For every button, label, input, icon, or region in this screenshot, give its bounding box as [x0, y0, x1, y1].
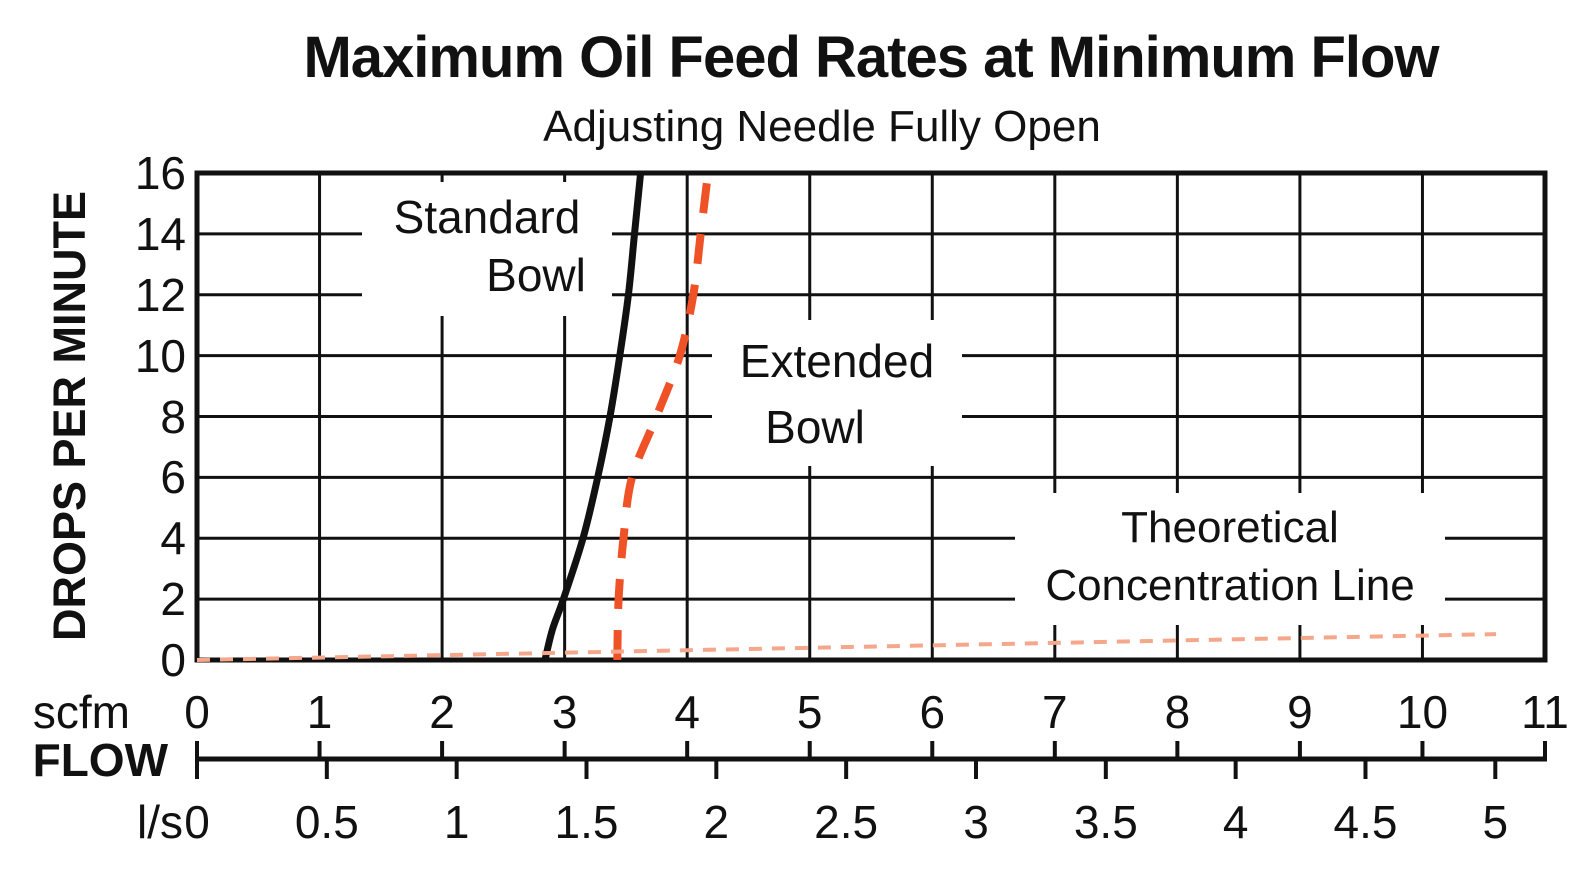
scfm-tick-label: 5: [796, 686, 823, 738]
scfm-tick-label: 7: [1042, 686, 1068, 738]
secondary-x-unit-label: l/s: [137, 796, 183, 848]
ls-tick-label: 1: [443, 796, 470, 848]
x-axis-label: FLOW: [32, 734, 168, 786]
y-tick-label: 14: [134, 207, 186, 260]
primary-x-unit-label: scfm: [32, 686, 130, 738]
ls-tick-label: 3: [963, 796, 989, 848]
series-label-line: Standard: [393, 191, 581, 243]
scfm-tick-label: 4: [674, 686, 700, 738]
y-tick-label: 16: [134, 147, 186, 199]
series-label-line: Bowl: [765, 401, 865, 453]
series-line-extended-bowl: [613, 172, 712, 661]
scfm-tick-label: 1: [306, 686, 333, 738]
scfm-tick-label: 8: [1164, 686, 1191, 738]
series-label-line: Bowl: [486, 249, 586, 301]
series-label-standard-bowl: Standard Bowl: [362, 182, 612, 316]
ls-tick-label: 0.5: [294, 796, 359, 848]
y-tick-label: 8: [160, 390, 186, 443]
ls-tick-label: 4.5: [1333, 796, 1398, 848]
series-line-theoretical-concentration-line: [196, 632, 1497, 662]
chart-title: Maximum Oil Feed Rates at Minimum Flow: [303, 25, 1439, 90]
scfm-tick-label: 2: [429, 686, 455, 738]
series-label-line: Concentration Line: [1045, 561, 1415, 610]
scfm-tick-label: 0: [184, 686, 210, 738]
y-tick-label: 2: [160, 573, 186, 626]
y-tick-label: 6: [160, 451, 186, 504]
ls-tick-label: 3.5: [1073, 796, 1138, 848]
ls-tick-label: 5: [1482, 796, 1509, 848]
chart-subtitle: Adjusting Needle Fully Open: [543, 102, 1101, 151]
y-tick-label: 10: [134, 329, 186, 382]
plot-border: [194, 170, 1548, 663]
scfm-tick-label: 3: [551, 686, 578, 738]
y-tick-label: 0: [160, 634, 186, 686]
ls-tick-label: 1.5: [554, 796, 619, 848]
ls-tick-label: 2: [703, 796, 730, 848]
ls-tick-label: 2.5: [814, 796, 879, 848]
series-label-line: Theoretical: [1121, 503, 1339, 552]
series-label-theoretical-concentration: Theoretical Concentration Line: [1015, 493, 1445, 625]
series-label-extended-bowl: Extended Bowl: [712, 320, 962, 466]
scfm-tick-label: 11: [1521, 686, 1569, 738]
series-label-line: Extended: [739, 335, 935, 387]
scfm-tick-label: 6: [919, 686, 946, 738]
ls-tick-label: 4: [1222, 796, 1249, 848]
series-line-standard-bowl: [541, 172, 645, 661]
ls-tick-label: 0: [184, 796, 210, 848]
scfm-tick-label: 10: [1396, 686, 1449, 738]
y-tick-label: 12: [134, 268, 186, 321]
scfm-tick-label: 9: [1287, 686, 1313, 738]
y-tick-label: 4: [160, 512, 186, 565]
